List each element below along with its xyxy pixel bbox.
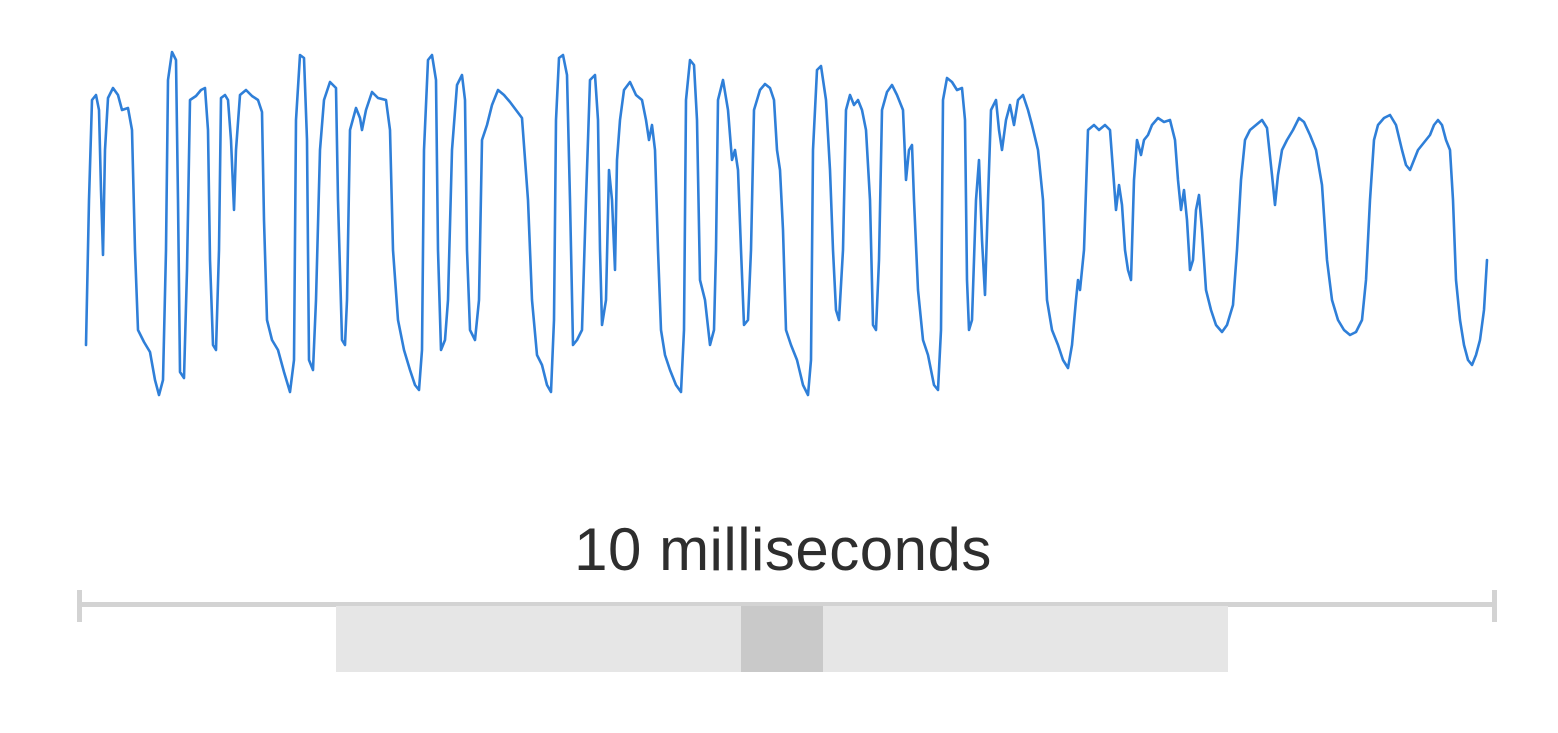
time-scale-label: 10 milliseconds [574, 516, 992, 583]
ruler-tick-start [77, 590, 82, 622]
waveform-line [84, 50, 1489, 397]
ruler-tick-end [1492, 590, 1497, 622]
zoom-range-handle[interactable] [741, 606, 823, 672]
ruler-line [80, 602, 1494, 607]
zoom-range-track[interactable] [336, 606, 1228, 672]
time-scale-ruler [77, 590, 1497, 622]
